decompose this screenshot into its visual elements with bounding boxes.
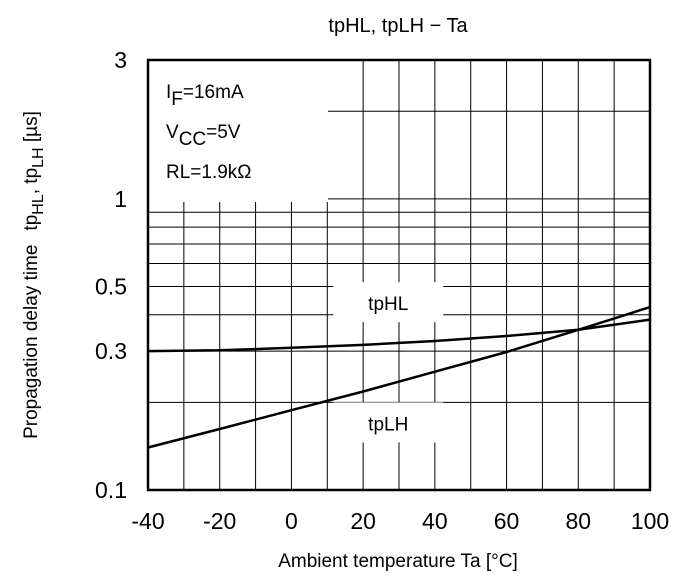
series-line-tpLH: [147, 305, 651, 449]
y-tick-label: 1: [114, 186, 127, 212]
x-tick-label: 40: [422, 508, 448, 534]
conditions-box: [148, 60, 328, 202]
y-tick-labels: 0.1 0.3 0.5 1 3: [95, 47, 127, 503]
x-tick-labels: -40 -20 0 20 40 60 80 100: [131, 508, 669, 534]
condition-main: I: [166, 82, 171, 103]
x-tick-label: 0: [285, 508, 298, 534]
series-lines: [147, 305, 651, 449]
x-axis-label: Ambient temperature Ta [°C]: [278, 551, 518, 572]
y-tick-label: 3: [114, 47, 127, 73]
x-tick-label: -40: [131, 508, 164, 534]
y-axis-label-tp: tp: [21, 215, 42, 231]
x-tick-label: -20: [203, 508, 236, 534]
condition-value: =16mA: [183, 82, 244, 103]
y-axis-label-unit: [µs]: [21, 111, 42, 147]
y-axis-label-sub1: HL: [30, 194, 47, 215]
condition-main: V: [166, 122, 179, 143]
y-tick-label: 0.3: [95, 338, 127, 364]
y-tick-label: 0.1: [95, 477, 127, 503]
series-labels: tpHL tpLH: [333, 282, 444, 443]
condition-line: IF=16mA: [166, 82, 244, 110]
y-tick-label: 0.5: [95, 274, 127, 300]
x-tick-label: 100: [631, 508, 669, 534]
series-label-bg: [333, 282, 444, 323]
y-axis-label-sub2: LH: [30, 147, 47, 167]
y-axis-label-prefix: Propagation delay time: [21, 245, 42, 439]
y-axis-label-sep: , tp: [21, 168, 42, 194]
grid-lines: [148, 60, 650, 490]
series-line-tpHL: [147, 318, 651, 353]
condition-line: VCC=5V: [166, 122, 241, 150]
y-axis-label: Propagation delay time tpHL, tpLH [µs]: [21, 111, 47, 439]
condition-value: =5V: [206, 122, 241, 143]
condition-sub: F: [171, 89, 183, 110]
condition-main: RL=1.9kΩ: [166, 162, 252, 183]
plot-frame: [146, 58, 652, 492]
series-label-tpHL: tpHL: [368, 294, 408, 315]
condition-line: RL=1.9kΩ: [166, 162, 252, 183]
x-tick-label: 20: [350, 508, 376, 534]
condition-sub: CC: [179, 129, 206, 150]
chart-title: tpHL, tpLH − Ta: [328, 15, 468, 37]
x-tick-label: 60: [494, 508, 520, 534]
x-tick-label: 80: [565, 508, 591, 534]
series-label-bg: [333, 402, 444, 443]
series-label-tpLH: tpLH: [368, 414, 408, 435]
